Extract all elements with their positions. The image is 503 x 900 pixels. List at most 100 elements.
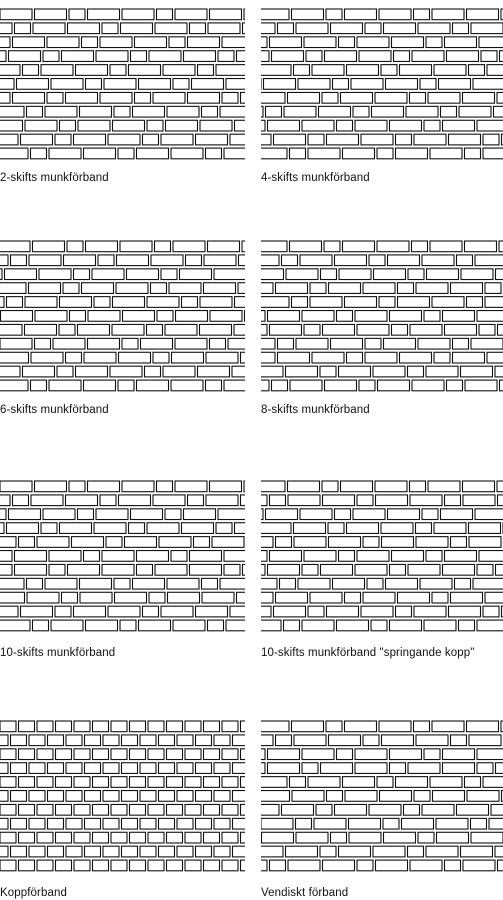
header-brick	[261, 119, 266, 132]
stretcher-brick	[194, 133, 229, 146]
stretcher-brick	[0, 605, 19, 618]
stretcher-brick	[127, 64, 162, 76]
stretcher-brick	[470, 337, 503, 350]
header-brick	[276, 337, 295, 350]
stretcher-brick	[413, 133, 447, 146]
stretcher-brick	[0, 282, 27, 294]
stretcher-brick	[221, 36, 245, 49]
stretcher-brick	[382, 337, 417, 350]
stretcher-brick	[447, 133, 482, 146]
stretcher-brick	[289, 379, 323, 392]
header-brick	[235, 591, 245, 604]
stretcher-brick	[323, 50, 358, 62]
bond-caption: 2-skifts munkförband	[0, 172, 109, 184]
stretcher-brick	[64, 494, 99, 507]
header-brick	[261, 351, 276, 364]
header-brick	[241, 240, 245, 253]
stretcher-brick	[409, 323, 443, 336]
stretcher-brick	[70, 536, 105, 548]
stretcher-brick	[48, 549, 82, 562]
header-brick	[91, 803, 110, 816]
stretcher-brick	[111, 296, 146, 308]
stretcher-brick	[345, 64, 380, 76]
stretcher-brick	[0, 577, 25, 590]
stretcher-brick	[468, 734, 502, 747]
header-brick	[231, 734, 245, 747]
stretcher-brick	[135, 549, 170, 562]
stretcher-brick	[352, 508, 386, 521]
stretcher-brick	[396, 296, 431, 308]
stretcher-brick	[261, 480, 286, 493]
stretcher-brick	[19, 133, 54, 146]
stretcher-brick	[476, 119, 503, 132]
header-brick	[239, 720, 245, 733]
header-brick	[453, 577, 472, 590]
header-brick	[231, 817, 245, 830]
stretcher-brick	[154, 563, 188, 576]
header-brick	[9, 845, 28, 858]
header-brick	[394, 605, 413, 618]
stretcher-brick	[292, 522, 327, 534]
stretcher-brick	[174, 480, 208, 493]
stretcher-brick	[261, 619, 282, 632]
stretcher-brick	[378, 8, 412, 21]
stretcher-brick	[261, 494, 268, 507]
header-brick	[97, 254, 115, 267]
stretcher-brick	[398, 64, 433, 76]
stretcher-brick	[266, 748, 301, 761]
stretcher-brick	[178, 268, 213, 281]
stretcher-brick	[500, 605, 503, 618]
header-brick	[221, 748, 239, 761]
stretcher-brick	[386, 508, 421, 521]
header-brick	[282, 619, 301, 632]
stretcher-brick	[368, 803, 402, 816]
header-brick	[476, 563, 494, 576]
stretcher-brick	[137, 77, 172, 90]
stretcher-brick	[470, 831, 503, 844]
stretcher-brick	[261, 133, 272, 146]
header-brick	[362, 536, 380, 548]
stretcher-brick	[261, 845, 284, 858]
stretcher-brick	[311, 64, 345, 76]
stretcher-brick	[78, 577, 113, 590]
header-brick	[407, 268, 425, 281]
stretcher-brick	[465, 720, 500, 733]
header-brick	[307, 605, 325, 618]
header-brick	[423, 119, 441, 132]
stretcher-brick	[91, 268, 125, 281]
stretcher-brick	[64, 91, 99, 104]
stretcher-brick	[31, 240, 66, 253]
stretcher-brick	[261, 240, 288, 253]
header-brick	[146, 119, 164, 132]
header-brick	[443, 494, 462, 507]
stretcher-brick	[317, 105, 352, 118]
stretcher-brick	[261, 803, 280, 816]
header-brick	[0, 845, 9, 858]
stretcher-brick	[208, 8, 243, 21]
stretcher-brick	[386, 254, 421, 267]
header-brick	[147, 803, 165, 816]
stretcher-brick	[337, 845, 372, 858]
stretcher-brick	[11, 91, 46, 104]
stretcher-brick	[76, 323, 111, 336]
stretcher-brick	[354, 119, 388, 132]
header-brick	[0, 831, 17, 844]
header-brick	[157, 817, 176, 830]
stretcher-brick	[235, 50, 245, 62]
header-brick	[31, 619, 50, 632]
header-brick	[449, 734, 468, 747]
header-brick	[176, 762, 194, 774]
header-brick	[231, 762, 245, 774]
header-brick	[337, 549, 356, 562]
stretcher-brick	[103, 77, 137, 90]
header-brick	[143, 365, 162, 378]
stretcher-brick	[261, 337, 276, 350]
header-brick	[180, 296, 199, 308]
header-brick	[65, 789, 83, 802]
stretcher-brick	[272, 605, 307, 618]
stretcher-brick	[388, 748, 423, 761]
stretcher-brick	[0, 133, 19, 146]
header-brick	[319, 268, 338, 281]
stretcher-brick	[274, 591, 309, 604]
header-brick	[46, 91, 64, 104]
